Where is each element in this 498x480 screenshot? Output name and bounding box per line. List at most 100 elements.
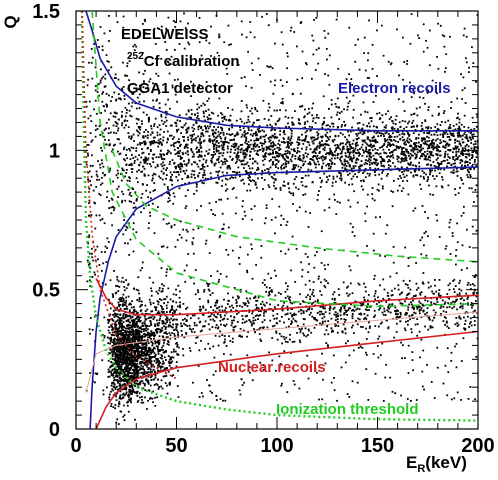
scatter-point [106, 237, 109, 240]
scatter-point [170, 351, 173, 354]
scatter-point [306, 129, 308, 132]
scatter-point [143, 359, 146, 361]
scatter-point [358, 154, 360, 157]
scatter-point [199, 142, 202, 145]
scatter-point [400, 190, 403, 192]
scatter-point [150, 142, 153, 144]
scatter-point [162, 339, 165, 341]
scatter-point [123, 382, 126, 385]
scatter-point [314, 147, 317, 150]
scatter-point [154, 117, 157, 120]
scatter-point [378, 189, 380, 192]
scatter-point [205, 150, 208, 153]
scatter-point [207, 288, 210, 291]
scatter-point [443, 132, 446, 135]
scatter-point [160, 153, 163, 156]
scatter-point [137, 315, 139, 318]
scatter-point [456, 293, 459, 296]
scatter-point [369, 140, 372, 142]
scatter-point [433, 302, 435, 305]
scatter-point [137, 383, 140, 385]
scatter-point [125, 393, 127, 395]
scatter-point [264, 141, 267, 143]
scatter-point [211, 142, 214, 145]
scatter-point [149, 384, 152, 387]
scatter-point [122, 415, 125, 418]
scatter-point [125, 296, 127, 299]
scatter-point [122, 371, 125, 374]
scatter-point [246, 150, 248, 153]
scatter-point [177, 165, 180, 168]
scatter-point [283, 129, 285, 132]
scatter-point [146, 365, 148, 368]
scatter-point [131, 345, 133, 348]
scatter-point [397, 313, 399, 316]
scatter-point [263, 138, 266, 141]
scatter-point [122, 338, 125, 341]
scatter-point [198, 172, 201, 174]
scatter-point [149, 143, 152, 146]
scatter-point [327, 178, 329, 181]
scatter-point [407, 151, 409, 153]
scatter-point [428, 140, 431, 142]
scatter-point [149, 371, 152, 374]
scatter-point [178, 141, 181, 144]
scatter-point [117, 150, 119, 153]
scatter-point [275, 123, 277, 126]
scatter-point [200, 135, 202, 138]
scatter-point [153, 172, 155, 175]
scatter-point [96, 128, 99, 130]
scatter-point [94, 202, 96, 205]
scatter-point [117, 360, 120, 363]
scatter-point [101, 218, 104, 220]
scatter-point [158, 343, 160, 346]
scatter-point [122, 321, 125, 323]
scatter-point [167, 98, 169, 101]
scatter-point [112, 353, 114, 355]
scatter-point [473, 324, 476, 326]
scatter-point [108, 298, 110, 301]
scatter-point [248, 179, 251, 181]
scatter-point [129, 353, 131, 356]
scatter-point [407, 162, 410, 165]
scatter-point [377, 325, 380, 328]
scatter-point [407, 132, 409, 134]
scatter-point [148, 359, 151, 361]
scatter-point [352, 150, 355, 153]
scatter-point [120, 354, 123, 356]
scatter-point [109, 131, 112, 134]
scatter-point [116, 338, 118, 341]
scatter-point [301, 147, 303, 150]
scatter-point [377, 162, 379, 165]
scatter-point [276, 154, 278, 157]
scatter-point [436, 144, 439, 147]
scatter-point [432, 175, 434, 177]
scatter-point [421, 153, 423, 155]
scatter-point [429, 152, 432, 154]
scatter-point [226, 172, 228, 174]
scatter-point [108, 169, 111, 172]
scatter-point [117, 330, 120, 333]
scatter-point [392, 122, 395, 125]
scatter-point [142, 346, 145, 349]
scatter-point [146, 184, 148, 186]
scatter-point [455, 155, 457, 157]
scatter-point [257, 138, 260, 140]
scatter-point [108, 315, 111, 317]
scatter-point [134, 332, 137, 335]
scatter-point [113, 91, 116, 94]
scatter-point [128, 396, 130, 398]
scatter-point [301, 177, 304, 179]
scatter-point [108, 94, 110, 97]
scatter-point [148, 389, 151, 392]
scatter-point [130, 91, 133, 94]
scatter-point [128, 339, 131, 342]
scatter-point [135, 360, 137, 363]
scatter-point [389, 138, 391, 141]
scatter-point [185, 143, 188, 146]
scatter-point [190, 176, 193, 178]
scatter-point [115, 372, 118, 375]
scatter-point [237, 297, 240, 300]
scatter-point [363, 131, 365, 134]
